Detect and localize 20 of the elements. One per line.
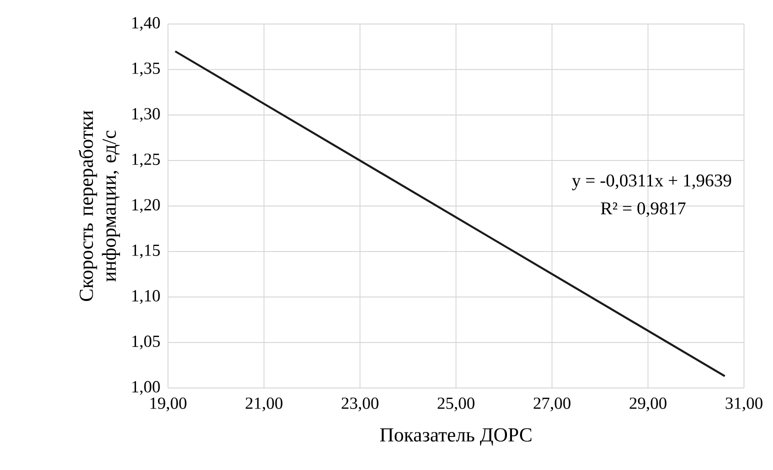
- x-axis-title: Показатель ДОРС: [380, 428, 532, 446]
- y-tick-label: 1,00: [132, 381, 160, 395]
- x-tick-label: 27,00: [534, 398, 570, 412]
- x-tick-label: 23,00: [342, 398, 378, 412]
- x-tick-label: 31,00: [726, 398, 762, 412]
- annotation: y = -0,0311x + 1,9639: [572, 174, 732, 190]
- y-tick-label: 1,25: [132, 154, 160, 168]
- y-tick-label: 1,05: [132, 336, 160, 350]
- x-tick-label: 29,00: [630, 398, 666, 412]
- y-tick-label: 1,15: [132, 244, 160, 258]
- y-tick-label: 1,10: [132, 290, 160, 304]
- x-tick-label: 25,00: [438, 398, 474, 412]
- y-tick-label: 1,30: [132, 108, 160, 122]
- y-tick-label: 1,35: [132, 62, 160, 76]
- x-tick-label: 19,00: [150, 398, 186, 412]
- annotation: R² = 0,9817: [600, 202, 686, 217]
- y-axis-title: Скорость переработки информации, ед/с: [78, 110, 120, 302]
- y-tick-label: 1,20: [132, 199, 160, 213]
- y-tick-label: 1,40: [132, 17, 160, 31]
- x-tick-label: 21,00: [246, 398, 282, 412]
